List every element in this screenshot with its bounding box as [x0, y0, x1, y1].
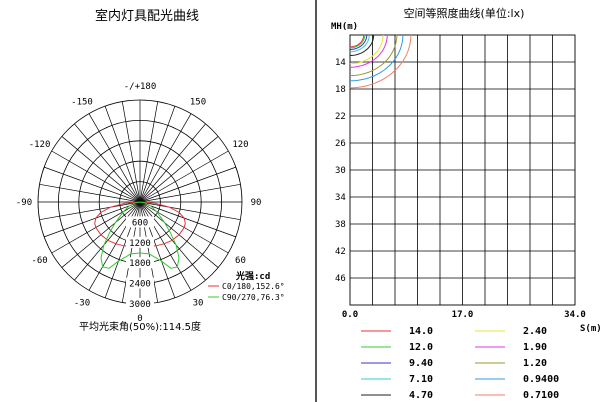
contour-legend-label: 2.40 — [523, 326, 547, 337]
y-axis-label: MH(m) — [331, 22, 358, 32]
isoilluminance-chart: 空间等照度曲线(单位:lx) MH(m) 14 18 22 26 30 34 38 42 46 0… — [331, 6, 602, 401]
polar-angle-label: 150 — [190, 98, 206, 108]
contour-legend-label: 12.0 — [409, 342, 433, 353]
polar-spoke — [139, 183, 241, 203]
polar-spoke — [121, 101, 141, 203]
contour-legend-label: 14.0 — [409, 326, 433, 337]
y-tick-label: 22 — [335, 112, 346, 122]
polar-legend-label: C90/270,76.3° — [222, 293, 285, 302]
polar-legend-label: C0/180,152.6° — [222, 282, 285, 291]
polar-radial-label-bg — [126, 216, 154, 228]
contour-legend-label: 1.90 — [523, 342, 547, 353]
contour-line — [350, 35, 404, 82]
panel-divider — [315, 0, 317, 402]
polar-spoke — [44, 201, 141, 238]
polar-angle-labels: -/+180 150 120 90 60 30 0 -30 -60 -90 -120 -150 — [16, 82, 262, 324]
polar-angle-label: -150 — [71, 98, 93, 108]
polar-radial-label-bg — [126, 257, 154, 269]
intensity-unit-label: 光强:cd — [235, 270, 270, 282]
polar-angle-label: -120 — [29, 140, 51, 150]
y-tick-label: 34 — [335, 193, 346, 203]
polar-radial-label: 1200 — [129, 239, 151, 249]
polar-angle-label: 30 — [193, 298, 204, 308]
contour-line — [350, 35, 398, 77]
polar-angle-label: 0 — [137, 314, 142, 324]
y-tick-label: 30 — [335, 166, 346, 176]
y-tick-label: 14 — [335, 58, 346, 68]
polar-spoke — [51, 150, 141, 203]
contour-axis-labels: 14 18 22 26 30 34 38 42 46 0.0 17.0 34.0 — [335, 58, 586, 320]
polar-spoke — [139, 201, 206, 281]
x-tick-label: 0.0 — [342, 310, 358, 320]
polar-angle-label: -90 — [16, 198, 32, 208]
contour-line — [350, 35, 368, 50]
polar-legend: C0/180,152.6° C90/270,76.3° — [208, 282, 285, 302]
polar-spoke — [74, 201, 141, 281]
polar-angle-label: 120 — [232, 140, 248, 150]
polar-radial-label-bg — [126, 298, 154, 309]
contour-legend-label: 9.40 — [409, 358, 433, 369]
polar-series-line — [100, 201, 180, 269]
y-tick-label: 26 — [335, 139, 346, 149]
contour-line — [350, 35, 370, 53]
isoilluminance-chart-title: 空间等照度曲线(单位:lx) — [404, 6, 525, 20]
polar-angle-label: -60 — [31, 256, 47, 266]
y-tick-label: 38 — [335, 220, 346, 230]
polar-radial-labels: 600 1200 1800 2400 3000 — [126, 216, 154, 310]
polar-spoke — [139, 123, 206, 203]
contour-legend-label: 0.9400 — [523, 374, 559, 385]
contour-grid — [349, 34, 576, 306]
polar-spoke — [139, 101, 159, 203]
polar-angle-label: 90 — [251, 198, 262, 208]
polar-spoke — [139, 201, 241, 221]
contour-legend-label: 4.70 — [409, 390, 433, 401]
contour-legend-label: 0.7100 — [523, 390, 559, 401]
polar-spoke — [88, 113, 141, 203]
contour-line — [350, 35, 365, 48]
polar-spoke — [74, 123, 141, 203]
polar-spoke — [139, 201, 236, 238]
contour-line — [350, 35, 412, 89]
y-tick-label: 42 — [335, 247, 346, 257]
polar-spoke — [39, 201, 141, 221]
polar-spoke — [139, 166, 236, 203]
polar-spoke — [139, 106, 176, 203]
y-tick-label: 46 — [335, 274, 346, 284]
contour-line — [350, 35, 388, 68]
polar-spoke — [61, 136, 141, 203]
polar-radial-label-bg — [126, 277, 154, 289]
polar-spoke — [44, 166, 141, 203]
contour-line — [350, 35, 384, 65]
polar-radial-label: 600 — [132, 218, 148, 228]
contour-legend-label: 7.10 — [409, 374, 433, 385]
polar-spoke — [104, 106, 141, 203]
polar-radial-label: 1800 — [129, 259, 151, 269]
polar-spoke — [139, 150, 229, 203]
polar-spoke — [139, 136, 219, 203]
x-tick-label: 34.0 — [564, 310, 586, 320]
polar-radial-label: 2400 — [129, 280, 151, 290]
polar-radial-label-bg — [126, 236, 154, 248]
polar-angle-label: 60 — [235, 256, 246, 266]
polar-angle-label: -/+180 — [124, 82, 157, 92]
beam-angle-label: 平均光束角(50%):114.5度 — [79, 320, 201, 333]
contour-legend: 14.0 12.0 9.40 7.10 4.70 2.40 1.90 1.20 0.9400 0.… — [361, 326, 559, 401]
x-axis-label: S(m) — [580, 324, 602, 334]
polar-spoke — [139, 113, 192, 203]
contour-legend-label: 1.20 — [523, 358, 547, 369]
polar-chart-title: 室内灯具配光曲线 — [95, 8, 199, 24]
y-tick-label: 18 — [335, 85, 346, 95]
polar-radial-label: 3000 — [129, 300, 151, 310]
contour-line — [350, 35, 375, 56]
polar-luminous-intensity-chart: 室内灯具配光曲线 -/+180 150 120 90 60 30 0 -30 -60 -90 -12… — [16, 8, 285, 333]
polar-angle-label: -30 — [74, 298, 90, 308]
contour-line — [350, 35, 366, 49]
polar-spoke — [39, 183, 141, 203]
x-tick-label: 17.0 — [452, 310, 474, 320]
contour-curves — [350, 35, 412, 89]
